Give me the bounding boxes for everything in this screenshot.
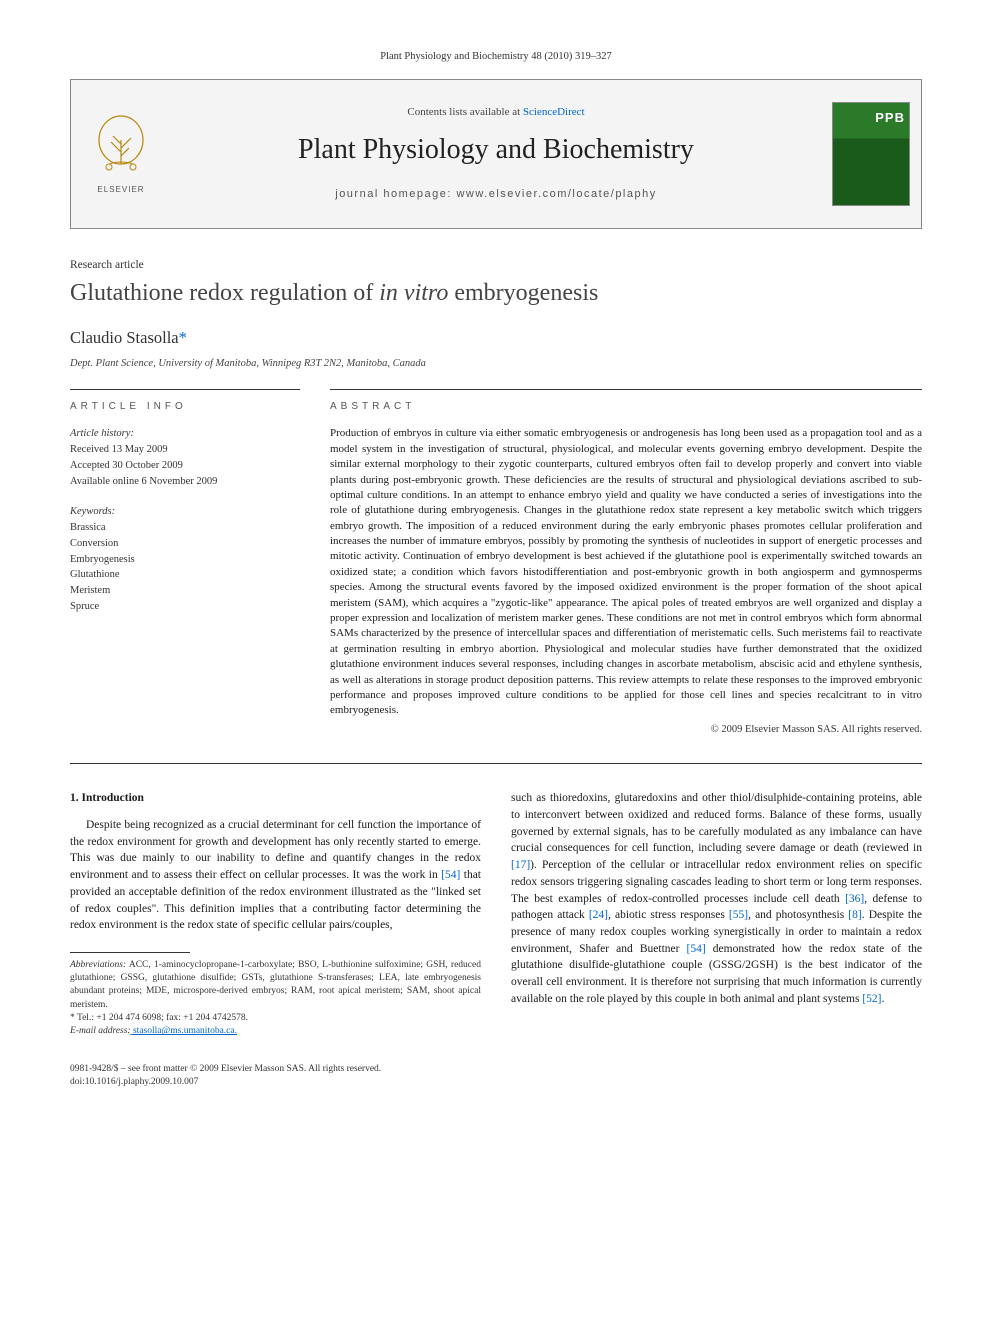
ref-52-link[interactable]: [52] xyxy=(862,993,881,1005)
accepted-date: Accepted 30 October 2009 xyxy=(70,458,300,474)
intro-paragraph-2: such as thioredoxins, glutaredoxins and … xyxy=(511,790,922,1007)
body-columns: 1. Introduction Despite being recognized… xyxy=(70,790,922,1038)
history-label: Article history: xyxy=(70,426,300,442)
homepage-prefix: journal homepage: xyxy=(335,188,456,200)
abbrev-label: Abbreviations: xyxy=(70,960,126,970)
email-link[interactable]: stasolla@ms.umanitoba.ca. xyxy=(131,1026,237,1036)
body-column-right: such as thioredoxins, glutaredoxins and … xyxy=(511,790,922,1038)
ref-55-link[interactable]: [55] xyxy=(729,909,748,921)
keyword: Meristem xyxy=(70,583,300,599)
ref-54-link[interactable]: [54] xyxy=(441,869,460,881)
keyword: Conversion xyxy=(70,536,300,552)
homepage-url: www.elsevier.com/locate/plaphy xyxy=(456,188,656,200)
article-info-label: ARTICLE INFO xyxy=(70,389,300,414)
contents-prefix: Contents lists available at xyxy=(407,106,522,118)
header-center: Contents lists available at ScienceDirec… xyxy=(171,80,821,228)
body-column-left: 1. Introduction Despite being recognized… xyxy=(70,790,481,1038)
email-footnote: E-mail address: stasolla@ms.umanitoba.ca… xyxy=(70,1025,481,1038)
elsevier-logo: ELSEVIER xyxy=(81,104,161,204)
author-line: Claudio Stasolla* xyxy=(70,326,922,349)
corresponding-footnote: * Tel.: +1 204 474 6098; fax: +1 204 474… xyxy=(70,1012,481,1025)
ref-17-link[interactable]: [17] xyxy=(511,859,530,871)
section-divider xyxy=(70,763,922,764)
sciencedirect-link[interactable]: ScienceDirect xyxy=(523,106,585,118)
abstract-copyright: © 2009 Elsevier Masson SAS. All rights r… xyxy=(330,723,922,738)
article-history: Article history: Received 13 May 2009 Ac… xyxy=(70,426,300,489)
cover-acronym: PPB xyxy=(875,109,905,127)
publisher-logo-cell: ELSEVIER xyxy=(71,80,171,228)
affiliation: Dept. Plant Science, University of Manit… xyxy=(70,357,922,372)
keyword: Brassica xyxy=(70,520,300,536)
keyword: Spruce xyxy=(70,599,300,615)
journal-name: Plant Physiology and Biochemistry xyxy=(171,130,821,169)
abbreviations-footnote: Abbreviations: ACC, 1-aminocyclopropane-… xyxy=(70,959,481,1012)
footnote-divider xyxy=(70,952,190,953)
corresponding-mark: * xyxy=(179,328,187,347)
keyword: Embryogenesis xyxy=(70,552,300,568)
publisher-name: ELSEVIER xyxy=(97,184,144,195)
journal-header: ELSEVIER Contents lists available at Sci… xyxy=(70,79,922,229)
ref-36-link[interactable]: [36] xyxy=(845,893,864,905)
footer-block: 0981-9428/$ – see front matter © 2009 El… xyxy=(70,1063,922,1090)
keyword: Glutathione xyxy=(70,567,300,583)
journal-cover-thumbnail: PPB xyxy=(832,102,910,206)
title-part-1: Glutathione redox regulation of xyxy=(70,280,379,306)
intro-paragraph-1: Despite being recognized as a crucial de… xyxy=(70,817,481,934)
keywords-list: Brassica Conversion Embryogenesis Glutat… xyxy=(70,520,300,615)
abstract-text: Production of embryos in culture via eit… xyxy=(330,426,922,718)
received-date: Received 13 May 2009 xyxy=(70,442,300,458)
email-label: E-mail address: xyxy=(70,1026,131,1036)
title-part-2: embryogenesis xyxy=(448,280,598,306)
article-type: Research article xyxy=(70,257,922,273)
abstract-label: ABSTRACT xyxy=(330,389,922,414)
article-title: Glutathione redox regulation of in vitro… xyxy=(70,279,922,308)
online-date: Available online 6 November 2009 xyxy=(70,474,300,490)
author-name: Claudio Stasolla xyxy=(70,328,179,347)
cover-cell: PPB xyxy=(821,80,921,228)
ref-8-link[interactable]: [8] xyxy=(848,909,861,921)
elsevier-tree-icon xyxy=(91,112,151,182)
citation-line: Plant Physiology and Biochemistry 48 (20… xyxy=(70,50,922,65)
corr-text: Tel.: +1 204 474 6098; fax: +1 204 47425… xyxy=(75,1013,248,1023)
ref-24-link[interactable]: [24] xyxy=(589,909,608,921)
contents-available-line: Contents lists available at ScienceDirec… xyxy=(171,105,821,120)
abstract-column: ABSTRACT Production of embryos in cultur… xyxy=(330,389,922,737)
journal-homepage-line: journal homepage: www.elsevier.com/locat… xyxy=(171,187,821,202)
ref-54b-link[interactable]: [54] xyxy=(687,943,706,955)
footer-line-1: 0981-9428/$ – see front matter © 2009 El… xyxy=(70,1063,922,1076)
keywords-label: Keywords: xyxy=(70,505,300,520)
title-italic: in vitro xyxy=(379,280,448,306)
section-1-heading: 1. Introduction xyxy=(70,790,481,807)
footer-line-2: doi:10.1016/j.plaphy.2009.10.007 xyxy=(70,1076,922,1089)
article-info-column: ARTICLE INFO Article history: Received 1… xyxy=(70,389,300,737)
abbrev-text: ACC, 1-aminocyclopropane-1-carboxylate; … xyxy=(70,960,481,1010)
